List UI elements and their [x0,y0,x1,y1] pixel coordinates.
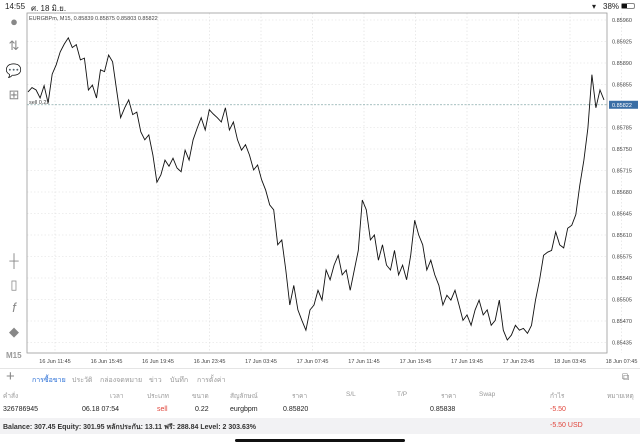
sell-label: sell 0.22 [29,100,50,106]
home-indicator [235,439,405,442]
x-tick-label: 16 Jun 11:45 [39,359,70,365]
y-tick-label: 0.85715 [612,169,632,175]
y-tick-label: 0.85470 [612,319,632,325]
col-swap: Swap [479,391,496,398]
y-tick-label: 0.85925 [612,40,632,46]
account-icon[interactable]: ● [10,14,18,29]
chat-icon[interactable]: 💬 [5,63,23,78]
x-tick-label: 16 Jun 19:45 [142,359,174,365]
wifi-icon: ▾ [592,2,597,11]
x-tick-label: 17 Jun 15:45 [400,359,432,365]
timeframe-button[interactable]: M15 [6,351,22,360]
chart-frame [26,12,608,354]
order-open-price: 0.85820 [283,406,309,413]
objects-icon[interactable]: ◆ [9,324,19,339]
y-tick-label: 0.85855 [612,83,632,89]
tab-trade[interactable]: การซื้อขาย [32,377,66,384]
order-profit: -5.50 [550,406,566,413]
col-symbol: สัญลักษณ์ [230,393,258,400]
x-tick-label: 18 Jun 03:45 [554,359,586,365]
tab-mailbox[interactable]: กล่องจดหมาย [100,377,143,384]
order-current-price: 0.85838 [430,406,456,413]
status-time: 14:55 [5,2,26,11]
tab-history[interactable]: ประวัติ [72,377,93,384]
account-summary: Balance: 307.45 Equity: 301.95 หลักประกั… [3,424,256,431]
battery-percent: 38% [603,2,620,11]
order-time: 06.18 07:54 [82,406,119,413]
x-tick-label: 17 Jun 11:45 [348,359,379,365]
chart-header: EURGBPm, M15, 0.85839 0.85875 0.85803 0.… [29,16,158,22]
col-sl: S/L [346,391,356,398]
tab-settings[interactable]: การตั้งค่า [197,377,226,384]
x-tick-label: 16 Jun 23:45 [194,359,226,365]
col-volume: ขนาด [192,393,209,400]
y-tick-label: 0.85680 [612,190,632,196]
current-price-tag [609,100,638,109]
col-price: ราคา [441,393,457,400]
crosshair-icon[interactable]: ┼ [9,253,19,268]
candlestick-icon[interactable]: ▯ [10,277,18,292]
y-tick-label: 0.85750 [612,147,632,153]
y-tick-label: 0.85610 [612,233,632,239]
summary-row [0,418,640,434]
y-tick-label: 0.85435 [612,341,632,347]
y-tick-label: 0.85785 [612,126,632,132]
order-type: sell [157,406,168,413]
col-profit: กำไร [550,393,565,400]
order-symbol: eurgbpm [230,406,258,413]
col-order: คำสั่ง [3,393,19,400]
x-tick-label: 17 Jun 23:45 [503,359,535,365]
layout-icon[interactable]: ⧉ [622,372,630,383]
current-price-text: 0.85822 [612,103,632,109]
order-volume: 0.22 [195,406,209,413]
indicator-icon[interactable]: f [12,300,16,315]
y-tick-label: 0.85960 [612,18,632,24]
price-chart[interactable]: 0.85960 0.85925 0.85890 0.85855 0.85785 0.857… [0,0,640,370]
status-date: ศ. 18 มิ.ย. [31,4,67,13]
y-tick-label: 0.85575 [612,255,632,261]
order-id: 326786945 [3,406,39,413]
y-tick-label: 0.85505 [612,298,632,304]
x-tick-label: 16 Jun 15:45 [91,359,123,365]
battery-icon [621,3,635,9]
price-line [27,36,605,341]
x-tick-label: 18 Jun 07:45 [606,359,638,365]
new-order-icon[interactable]: ⊞ [8,87,20,102]
col-open-price: ราคา [292,393,308,400]
x-tick-label: 17 Jun 07:45 [297,359,329,365]
x-tick-label: 17 Jun 19:45 [451,359,483,365]
col-type: ประเภท [147,393,169,400]
y-tick-label: 0.85645 [612,212,632,218]
y-tick-label: 0.85890 [612,61,632,67]
col-time: เวลา [110,393,124,400]
add-button[interactable]: + [6,368,15,385]
trade-icon[interactable]: ⇅ [8,38,20,53]
col-tp: T/P [397,391,408,398]
total-profit: -5.50 USD [550,422,583,429]
tab-journal[interactable]: บันทึก [170,377,189,384]
x-tick-label: 17 Jun 03:45 [245,359,277,365]
col-comment: หมายเหตุ [607,393,634,400]
tab-news[interactable]: ข่าว [149,377,162,384]
y-tick-label: 0.85540 [612,276,632,282]
